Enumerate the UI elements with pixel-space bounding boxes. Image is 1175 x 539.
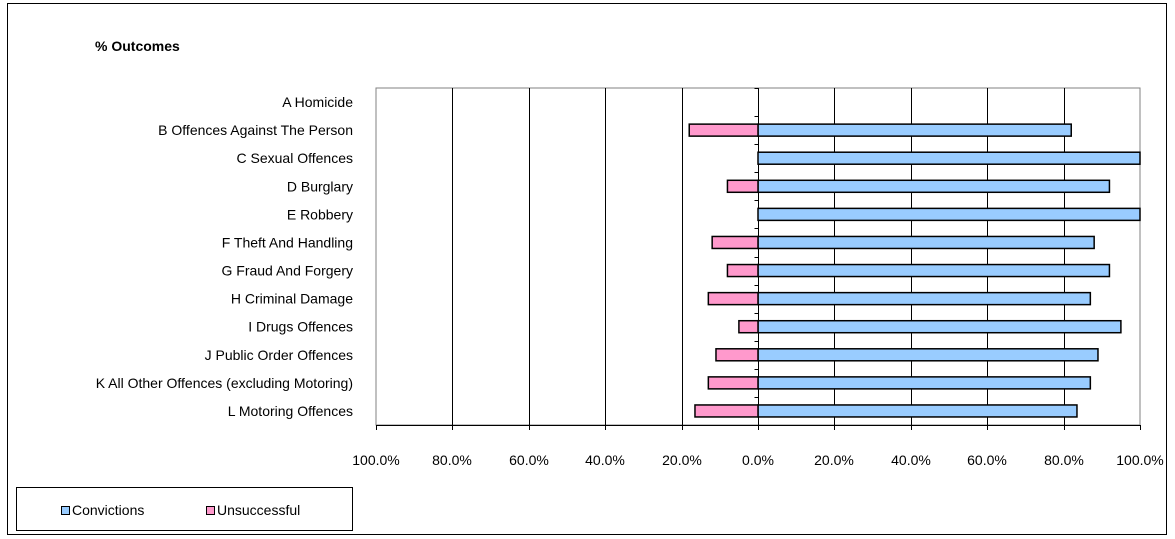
- convictions-bar: [757, 263, 1111, 278]
- convictions-bar: [757, 235, 1095, 250]
- legend-item: Unsuccessful: [206, 502, 300, 518]
- convictions-bar: [757, 376, 1092, 390]
- unsuccessful-bar: [694, 404, 759, 418]
- x-tick-label: 100.0%: [1116, 452, 1163, 468]
- chart-legend: Convictions Unsuccessful: [16, 487, 353, 531]
- unsuccessful-bar: [707, 376, 759, 390]
- x-tick-label: 80.0%: [1044, 452, 1084, 468]
- x-tick-label: 60.0%: [509, 452, 549, 468]
- x-tick-label: 40.0%: [891, 452, 931, 468]
- x-tick-label: 100.0%: [352, 452, 399, 468]
- unsuccessful-bar: [738, 319, 759, 334]
- unsuccessful-bar: [707, 291, 759, 306]
- convictions-bar: [757, 179, 1111, 194]
- legend-label: Convictions: [72, 502, 145, 518]
- unsuccessful-bar: [688, 123, 759, 137]
- category-label: C Sexual Offences: [237, 150, 353, 166]
- convictions-bar: [757, 404, 1078, 418]
- convictions-bar: [757, 319, 1122, 334]
- convictions-bar: [757, 151, 1141, 165]
- convictions-bar: [757, 123, 1072, 137]
- x-tick-label: 0.0%: [742, 452, 774, 468]
- chart-title: % Outcomes: [95, 38, 180, 54]
- category-label: B Offences Against The Person: [158, 122, 353, 138]
- category-label: A Homicide: [282, 94, 353, 110]
- category-label: J Public Order Offences: [205, 347, 353, 363]
- category-label: G Fraud And Forgery: [221, 263, 353, 279]
- unsuccessful-bar: [715, 348, 759, 362]
- convictions-bar: [757, 291, 1092, 306]
- unsuccessful-bar: [711, 235, 759, 250]
- category-label: I Drugs Offences: [248, 319, 353, 335]
- legend-swatch: [61, 505, 70, 515]
- category-label: H Criminal Damage: [231, 291, 353, 307]
- x-tick-label: 20.0%: [662, 452, 702, 468]
- x-tick-label: 20.0%: [814, 452, 854, 468]
- legend-swatch: [206, 505, 215, 515]
- legend-label: Unsuccessful: [217, 502, 301, 518]
- unsuccessful-bar: [726, 179, 759, 194]
- convictions-bar: [757, 207, 1141, 222]
- x-tick-label: 60.0%: [967, 452, 1007, 468]
- category-label: F Theft And Handling: [222, 234, 353, 250]
- unsuccessful-bar: [726, 263, 759, 278]
- category-label: E Robbery: [287, 206, 353, 222]
- x-tick-label: 40.0%: [585, 452, 625, 468]
- category-label: K All Other Offences (excluding Motoring…: [96, 375, 353, 391]
- x-tick-label: 80.0%: [432, 452, 472, 468]
- convictions-bar: [757, 348, 1099, 362]
- category-label: L Motoring Offences: [228, 403, 353, 419]
- category-label: D Burglary: [287, 178, 353, 194]
- legend-item: Convictions: [61, 502, 144, 518]
